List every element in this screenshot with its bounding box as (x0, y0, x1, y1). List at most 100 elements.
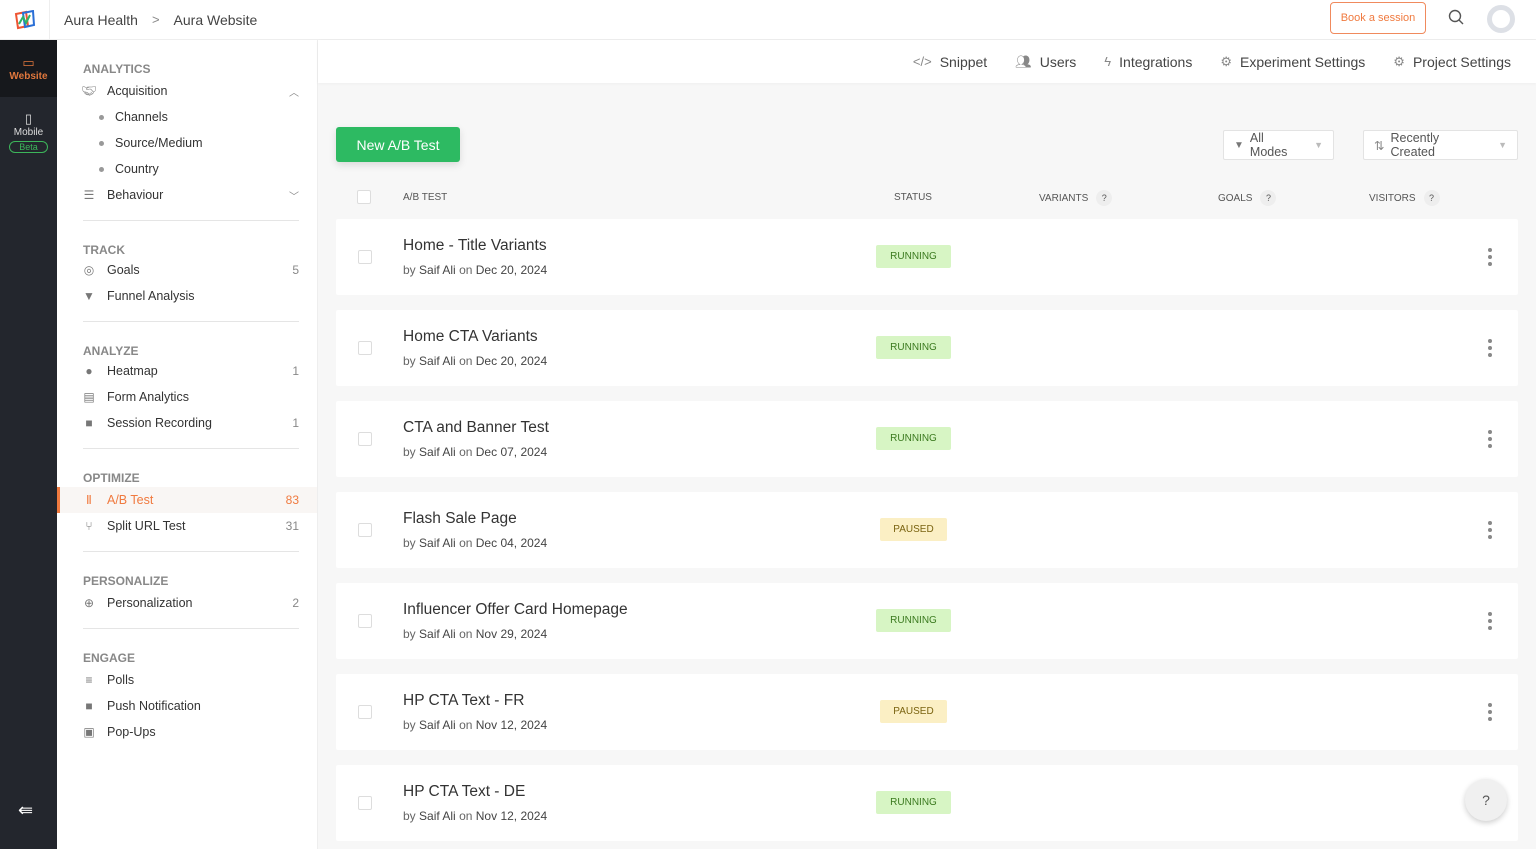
test-meta: by Saif Ali on Dec 07, 2024 (403, 445, 547, 459)
breadcrumb-project[interactable]: Aura Website (173, 11, 258, 28)
help-button[interactable]: ? (1465, 779, 1507, 821)
more-options-icon[interactable] (1486, 430, 1494, 448)
help-icon[interactable]: ? (1096, 190, 1113, 206)
lightning-icon: ϟ (1104, 54, 1112, 69)
sidebar-item-form-analytics[interactable]: ▤ Form Analytics (57, 384, 317, 410)
rail-website[interactable]: ▭ Website (0, 40, 57, 97)
help-icon[interactable]: ? (1423, 190, 1440, 206)
row-checkbox[interactable] (358, 432, 372, 446)
author: Saif Ali (419, 627, 456, 641)
author: Saif Ali (419, 354, 456, 368)
header-status[interactable]: STATUS (894, 192, 932, 203)
list-icon: ☰ (83, 188, 95, 202)
nav-experiment-settings[interactable]: ⚙ Experiment Settings (1220, 54, 1365, 70)
sidebar-item-behaviour[interactable]: ☰ Behaviour ﹀ (57, 182, 317, 208)
sort-icon: ⇅ (1374, 138, 1385, 153)
test-name[interactable]: Flash Sale Page (403, 510, 517, 527)
mobile-phone-icon: ▯ (24, 111, 33, 126)
sidebar-item-source-medium[interactable]: Source/Medium (57, 130, 317, 156)
more-options-icon[interactable] (1486, 703, 1494, 721)
video-camera-icon: ■ (85, 416, 93, 430)
handshake-icon: 🤝︎ (81, 84, 97, 98)
sidebar-item-goals[interactable]: ◎ Goals 5 (57, 257, 317, 283)
divider (83, 321, 299, 322)
test-meta: by Saif Ali on Nov 12, 2024 (403, 718, 547, 732)
status-badge: RUNNING (876, 791, 951, 814)
label: VISITORS (1369, 192, 1416, 204)
help-icon[interactable]: ? (1260, 190, 1277, 206)
table-row[interactable]: Home CTA Variants by Saif Ali on Dec 20,… (336, 310, 1518, 386)
rail-mobile[interactable]: ▯ Mobile Beta (0, 97, 57, 167)
split-arrow-icon: ⑂ (85, 519, 93, 533)
table-row[interactable]: HP CTA Text - DE by Saif Ali on Nov 12, … (336, 765, 1518, 841)
collapse-menu-icon[interactable]: ⇚ (18, 800, 34, 820)
row-checkbox[interactable] (358, 341, 372, 355)
mode-filter-dropdown[interactable]: ▼ All Modes ▼ (1223, 130, 1334, 160)
more-options-icon[interactable] (1486, 248, 1494, 266)
avatar[interactable] (1487, 5, 1515, 33)
sidebar-item-ab-test[interactable]: Ⅱ A/B Test 83 (57, 487, 317, 513)
test-name[interactable]: HP CTA Text - DE (403, 783, 526, 800)
table-row[interactable]: Home - Title Variants by Saif Ali on Dec… (336, 219, 1518, 295)
search-icon[interactable] (1448, 9, 1464, 30)
target-icon: ◎ (83, 263, 95, 277)
test-name[interactable]: CTA and Banner Test (403, 419, 549, 436)
test-meta: by Saif Ali on Nov 12, 2024 (403, 809, 547, 823)
new-ab-test-button[interactable]: New A/B Test (336, 127, 460, 162)
test-name[interactable]: Home - Title Variants (403, 237, 547, 254)
row-checkbox[interactable] (358, 523, 372, 537)
breadcrumb-workspace[interactable]: Aura Health (64, 11, 138, 28)
table-row[interactable]: Influencer Offer Card Homepage by Saif A… (336, 583, 1518, 659)
table-row[interactable]: HP CTA Text - FR by Saif Ali on Nov 12, … (336, 674, 1518, 750)
row-checkbox[interactable] (358, 250, 372, 264)
label: Pop-Ups (107, 725, 156, 739)
count: 1 (292, 416, 299, 430)
sidebar-item-session-recording[interactable]: ■ Session Recording 1 (57, 410, 317, 436)
sidebar-item-acquisition[interactable]: 🤝︎ Acquisition ︿ (57, 78, 317, 104)
sidebar-item-popups[interactable]: ▣ Pop-Ups (57, 719, 317, 745)
sidebar-item-channels[interactable]: Channels (57, 104, 317, 130)
table-row[interactable]: CTA and Banner Test by Saif Ali on Dec 0… (336, 401, 1518, 477)
chevron-right-icon: > (151, 12, 160, 27)
rail-mobile-label: Mobile (13, 127, 44, 138)
section-analyze: ANALYZE (83, 344, 139, 358)
test-name[interactable]: HP CTA Text - FR (403, 692, 525, 709)
row-checkbox[interactable] (358, 705, 372, 719)
count: 1 (292, 364, 299, 378)
label: Behaviour (107, 188, 164, 202)
sidebar-item-split-url[interactable]: ⑂ Split URL Test 31 (57, 513, 317, 539)
nav-project-settings[interactable]: ⚙ Project Settings (1393, 54, 1511, 70)
book-session-button[interactable]: Book a session (1330, 2, 1426, 34)
chevron-up-icon[interactable]: ︿ (289, 87, 299, 99)
sidebar-item-heatmap[interactable]: ● Heatmap 1 (57, 358, 317, 384)
label: Form Analytics (107, 390, 189, 404)
sidebar-item-personalization[interactable]: ⊕ Personalization 2 (57, 590, 317, 616)
on-label: on (459, 718, 473, 732)
more-options-icon[interactable] (1486, 612, 1494, 630)
status-badge: RUNNING (876, 427, 951, 450)
nav-integrations[interactable]: ϟ Integrations (1104, 54, 1192, 70)
test-name[interactable]: Home CTA Variants (403, 328, 538, 345)
sort-dropdown[interactable]: ⇅ Recently Created ▼ (1363, 130, 1518, 160)
nav-snippet[interactable]: </> Snippet (913, 54, 987, 70)
chevron-down-icon[interactable]: ﹀ (289, 191, 299, 203)
table-row[interactable]: Flash Sale Page by Saif Ali on Dec 04, 2… (336, 492, 1518, 568)
sidebar-item-push[interactable]: ■ Push Notification (57, 693, 317, 719)
sidebar-item-country[interactable]: Country (57, 156, 317, 182)
sidebar-item-funnel[interactable]: ▼ Funnel Analysis (57, 283, 317, 309)
sidebar-item-polls[interactable]: ≡ Polls (57, 667, 317, 693)
more-options-icon[interactable] (1486, 339, 1494, 357)
row-checkbox[interactable] (358, 796, 372, 810)
header-variants: VARIANTS? (1039, 190, 1113, 206)
header-ab-test[interactable]: A/B TEST (403, 192, 448, 203)
section-optimize: OPTIMIZE (83, 471, 140, 485)
status-badge: PAUSED (880, 518, 947, 541)
select-all-checkbox[interactable] (357, 190, 371, 204)
more-options-icon[interactable] (1486, 521, 1494, 539)
browser-window-icon: ▭ (22, 55, 35, 70)
app-logo[interactable] (0, 0, 50, 40)
test-name[interactable]: Influencer Offer Card Homepage (403, 601, 628, 618)
nav-users[interactable]: 👥︎ Users (1015, 54, 1076, 70)
flame-icon: ● (85, 364, 93, 378)
row-checkbox[interactable] (358, 614, 372, 628)
